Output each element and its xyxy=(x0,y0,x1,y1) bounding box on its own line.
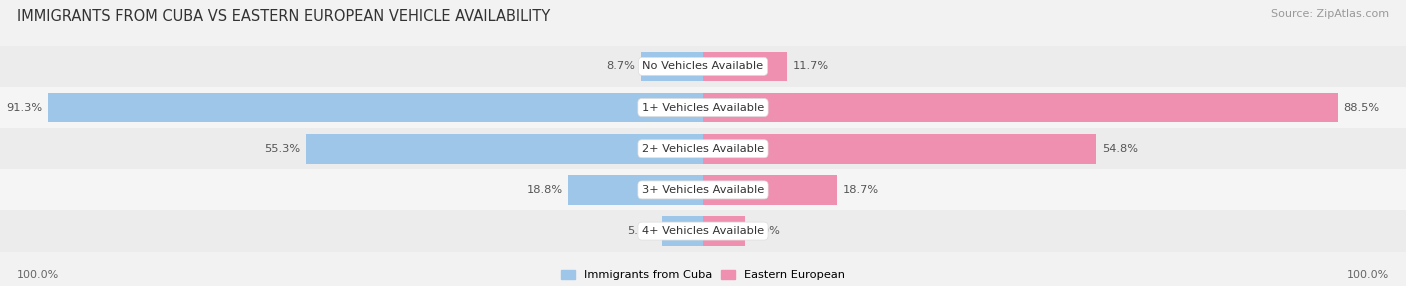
Text: IMMIGRANTS FROM CUBA VS EASTERN EUROPEAN VEHICLE AVAILABILITY: IMMIGRANTS FROM CUBA VS EASTERN EUROPEAN… xyxy=(17,9,550,23)
Text: 100.0%: 100.0% xyxy=(1347,270,1389,280)
Bar xyxy=(0,210,1406,252)
Text: No Vehicles Available: No Vehicles Available xyxy=(643,61,763,71)
Text: 1+ Vehicles Available: 1+ Vehicles Available xyxy=(643,103,763,112)
Bar xyxy=(0,128,1406,169)
Text: 3+ Vehicles Available: 3+ Vehicles Available xyxy=(643,185,763,195)
Text: 54.8%: 54.8% xyxy=(1102,144,1137,154)
Text: 18.8%: 18.8% xyxy=(526,185,562,195)
Bar xyxy=(662,216,703,246)
Text: 91.3%: 91.3% xyxy=(6,103,42,112)
Bar xyxy=(0,46,1406,87)
Text: 18.7%: 18.7% xyxy=(842,185,879,195)
Bar xyxy=(0,169,1406,210)
Text: 8.7%: 8.7% xyxy=(606,61,636,71)
Bar xyxy=(703,93,1339,122)
Legend: Immigrants from Cuba, Eastern European: Immigrants from Cuba, Eastern European xyxy=(561,270,845,280)
Text: Source: ZipAtlas.com: Source: ZipAtlas.com xyxy=(1271,9,1389,19)
Text: 100.0%: 100.0% xyxy=(17,270,59,280)
Bar xyxy=(703,51,787,81)
Bar xyxy=(641,51,703,81)
Bar xyxy=(703,175,837,205)
Bar xyxy=(703,134,1097,164)
Bar xyxy=(703,216,745,246)
Text: 5.7%: 5.7% xyxy=(627,226,657,236)
Text: 4+ Vehicles Available: 4+ Vehicles Available xyxy=(643,226,763,236)
Bar xyxy=(568,175,703,205)
Text: 11.7%: 11.7% xyxy=(793,61,828,71)
Text: 88.5%: 88.5% xyxy=(1344,103,1379,112)
Text: 55.3%: 55.3% xyxy=(264,144,301,154)
Text: 5.9%: 5.9% xyxy=(751,226,780,236)
Bar xyxy=(48,93,703,122)
Bar xyxy=(0,87,1406,128)
Bar xyxy=(307,134,703,164)
Text: 2+ Vehicles Available: 2+ Vehicles Available xyxy=(643,144,763,154)
